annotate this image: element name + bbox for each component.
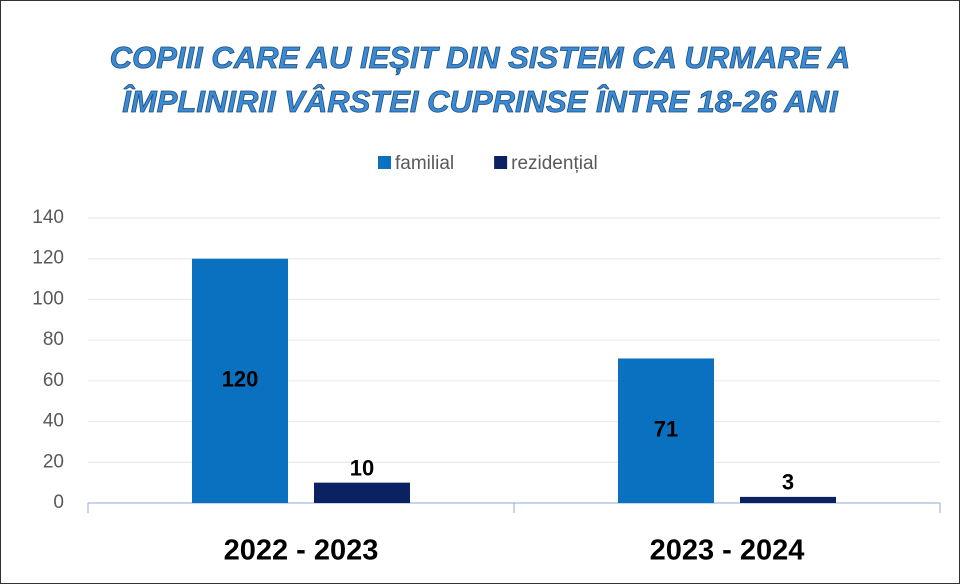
x-tick-label: 2022 - 2023 xyxy=(224,535,379,567)
y-tick-label: 20 xyxy=(43,451,64,472)
legend-swatch xyxy=(378,156,391,169)
data-label: 120 xyxy=(222,367,259,392)
legend-label: rezidențial xyxy=(511,153,598,174)
data-label: 71 xyxy=(654,417,678,442)
y-tick-label: 0 xyxy=(53,492,64,513)
x-tick-label: 2023 - 2024 xyxy=(650,535,805,567)
bar xyxy=(740,496,836,503)
bar xyxy=(314,482,410,503)
bar xyxy=(618,358,714,503)
legend-label: familial xyxy=(395,153,454,174)
bar xyxy=(192,258,288,503)
y-tick-label: 60 xyxy=(43,370,64,391)
y-tick-label: 80 xyxy=(43,329,64,350)
y-tick-label: 120 xyxy=(32,248,64,269)
data-label: 3 xyxy=(782,470,794,495)
data-label: 10 xyxy=(350,455,374,480)
chart-title: COPIII CARE AU IEȘIT DIN SISTEM CA URMAR… xyxy=(110,40,851,75)
legend-swatch xyxy=(494,156,508,169)
y-tick-label: 140 xyxy=(32,207,64,228)
chart-title: ÎMPLINIRII VÂRSTEI CUPRINSE ÎNTRE 18-26 … xyxy=(122,83,839,119)
y-tick-label: 100 xyxy=(32,288,64,309)
y-tick-label: 40 xyxy=(43,411,64,432)
